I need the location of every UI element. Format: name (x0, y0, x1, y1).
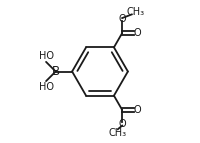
Text: O: O (118, 14, 126, 24)
Text: CH₃: CH₃ (126, 7, 145, 17)
Text: HO: HO (39, 51, 54, 61)
Text: O: O (133, 28, 141, 38)
Text: HO: HO (39, 82, 54, 92)
Text: B: B (52, 65, 60, 78)
Text: O: O (133, 105, 141, 115)
Text: CH₃: CH₃ (108, 128, 126, 138)
Text: O: O (118, 119, 126, 129)
